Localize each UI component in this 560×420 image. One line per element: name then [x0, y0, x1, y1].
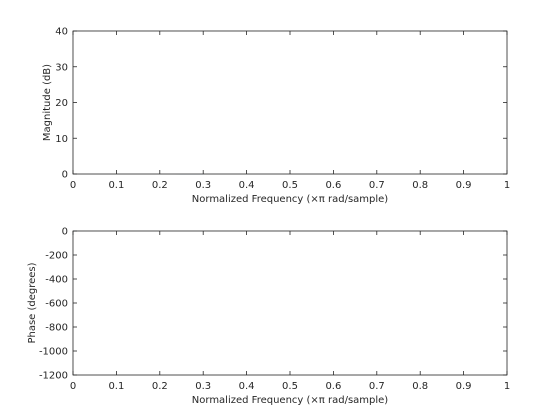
- phase-axes-box: [72, 230, 508, 376]
- phase-y-tick-label: -200: [45, 251, 68, 262]
- phase-x-tick-label: 0: [70, 381, 76, 392]
- magnitude-x-tick-label: 0.7: [369, 180, 385, 191]
- phase-x-tick-label: 0.8: [412, 381, 428, 392]
- phase-x-axis-label: Normalized Frequency (×π rad/sample): [192, 395, 389, 406]
- magnitude-x-tick-label: 0.2: [152, 180, 168, 191]
- phase-x-tick-label: 0.1: [108, 381, 124, 392]
- magnitude-x-axis-label: Normalized Frequency (×π rad/sample): [192, 194, 389, 205]
- magnitude-x-tick-label: 0.4: [239, 180, 255, 191]
- magnitude-x-tick-label: 0.1: [108, 180, 124, 191]
- phase-y-tick-label: -1200: [39, 371, 68, 382]
- phase-y-tick-label: -1000: [39, 347, 68, 358]
- phase-y-tick-label: 0: [62, 227, 68, 238]
- phase-x-tick-label: 0.4: [239, 381, 255, 392]
- phase-x-tick-label: 0.9: [456, 381, 472, 392]
- magnitude-x-tick-label: 0: [70, 180, 76, 191]
- magnitude-x-tick-label: 0.9: [456, 180, 472, 191]
- magnitude-x-tick-label: 0.6: [325, 180, 341, 191]
- magnitude-y-tick-label: 30: [55, 62, 68, 73]
- phase-x-tick-label: 0.3: [195, 381, 211, 392]
- magnitude-plot: 0 0.1 0.2 0.3 0.4 0.5 0.6 0.7 0.8 0.9 1010203040No…: [42, 27, 510, 206]
- phase-y-axis-label: Phase (degrees): [27, 262, 38, 343]
- magnitude-axes-box: [72, 30, 508, 175]
- magnitude-y-tick-label: 40: [55, 27, 68, 38]
- magnitude-x-tick-label: 0.8: [412, 180, 428, 191]
- magnitude-x-tick-label: 1: [504, 180, 510, 191]
- magnitude-y-tick-label: 20: [55, 98, 68, 109]
- magnitude-y-axis-label: Magnitude (dB): [42, 64, 53, 141]
- phase-x-tick-label: 1: [504, 381, 510, 392]
- phase-y-tick-label: -600: [45, 299, 68, 310]
- phase-x-tick-label: 0.6: [325, 381, 341, 392]
- magnitude-x-tick-label: 0.5: [282, 180, 298, 191]
- magnitude-y-tick-label: 0: [62, 170, 68, 181]
- magnitude-y-tick-label: 10: [55, 134, 68, 145]
- phase-x-tick-label: 0.2: [152, 381, 168, 392]
- magnitude-x-tick-label: 0.3: [195, 180, 211, 191]
- phase-y-tick-label: -800: [45, 323, 68, 334]
- phase-plot: 0 0.1 0.2 0.3 0.4 0.5 0.6 0.7 0.8 0.9 1 -1200 -1000 -…: [27, 227, 510, 407]
- phase-x-tick-label: 0.5: [282, 381, 298, 392]
- phase-y-tick-label: -400: [45, 275, 68, 286]
- phase-x-tick-label: 0.7: [369, 381, 385, 392]
